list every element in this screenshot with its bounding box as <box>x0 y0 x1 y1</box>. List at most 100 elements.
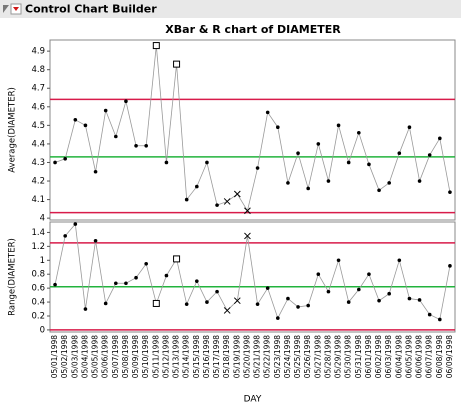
x-tick-label: 05/11/1998 <box>151 335 160 378</box>
x-tick-label: 05/05/1998 <box>91 335 100 378</box>
y-tick-label: 4.4 <box>31 139 45 149</box>
marker-dot <box>427 312 432 317</box>
plot-frame <box>49 39 456 221</box>
marker-dot <box>448 190 452 194</box>
x-axis-label: DAY <box>244 395 262 405</box>
marker-dot <box>316 272 321 277</box>
x-tick-label: 05/30/1998 <box>344 335 353 378</box>
marker-dot <box>144 261 148 266</box>
marker-dot <box>265 110 270 115</box>
marker-dot <box>387 181 391 185</box>
marker-dot <box>448 264 452 268</box>
marker-dot <box>195 279 199 283</box>
x-tick-label: 05/25/1998 <box>293 335 302 378</box>
marker-dot <box>93 238 98 243</box>
x-tick-label: 06/09/1998 <box>445 335 454 378</box>
x-tick-label: 05/13/1998 <box>172 335 181 378</box>
marker-dot <box>184 302 189 306</box>
x-tick-label: 05/14/1998 <box>182 335 191 378</box>
x-tick-label: 05/12/1998 <box>161 335 170 378</box>
marker-dot <box>205 300 209 304</box>
disclosure-icon[interactable] <box>3 5 9 13</box>
marker-dot <box>63 234 67 238</box>
chart-title: XBar & R chart of DIAMETER <box>165 23 341 36</box>
marker-dot <box>103 108 108 113</box>
x-tick-label: 05/21/1998 <box>253 335 262 378</box>
x-tick-label: 05/31/1998 <box>354 335 363 378</box>
y-tick-label: 4.9 <box>31 47 45 57</box>
y-tick-label: 1 <box>40 256 45 266</box>
x-tick-label: 06/02/1998 <box>374 335 383 378</box>
x-tick-label: 05/26/1998 <box>303 335 312 378</box>
marker-x <box>233 297 241 305</box>
marker-dot <box>205 160 209 165</box>
marker-dot <box>296 151 300 155</box>
y-tick-label: 0 <box>40 325 45 335</box>
x-tick-label: 05/15/1998 <box>192 335 201 378</box>
marker-dot <box>215 289 219 294</box>
marker-dot <box>144 143 148 148</box>
x-tick-label: 06/01/1998 <box>364 335 373 378</box>
x-tick-label: 05/06/1998 <box>101 335 110 378</box>
plot-frame <box>49 221 456 333</box>
marker-dot <box>164 160 169 165</box>
x-tick-label: 05/03/1998 <box>70 335 79 378</box>
marker-dot <box>346 160 351 165</box>
marker-dot <box>276 316 280 320</box>
marker-dot <box>296 305 300 309</box>
marker-x <box>233 190 241 198</box>
marker-dot <box>397 258 402 263</box>
y-tick-label: 0.2 <box>31 311 45 321</box>
marker-dot <box>417 179 422 183</box>
marker-dot <box>124 281 128 286</box>
y-tick-label: 1.4 <box>31 228 45 238</box>
y-tick-label: 0.6 <box>31 284 45 294</box>
x-tick-label: 05/27/1998 <box>313 335 322 378</box>
x-tick-label: 05/22/1998 <box>263 335 272 378</box>
marker-dot <box>377 298 381 303</box>
marker-dot <box>255 166 260 170</box>
x-tick-label: 05/08/1998 <box>121 335 130 378</box>
x-tick-label: 06/06/1998 <box>415 335 424 378</box>
marker-dot <box>114 134 118 139</box>
y-tick-label: 4.2 <box>31 177 45 187</box>
y-tick-label: 0.8 <box>31 270 45 280</box>
header-bar <box>0 0 461 18</box>
marker-dot <box>124 99 128 104</box>
x-tick-label: 05/17/1998 <box>212 335 221 378</box>
marker-dot <box>53 282 57 287</box>
marker-dot <box>336 258 341 263</box>
marker-square <box>173 255 181 263</box>
marker-dot <box>286 181 290 185</box>
marker-dot <box>397 151 402 155</box>
x-tick-label: 05/29/1998 <box>334 335 343 378</box>
y-tick-label: 4.1 <box>31 195 45 205</box>
marker-dot <box>357 130 361 135</box>
marker-dot <box>427 153 432 157</box>
marker-dot <box>377 188 381 193</box>
x-tick-label: 05/16/1998 <box>202 335 211 378</box>
marker-dot <box>438 317 442 322</box>
marker-dot <box>103 301 108 306</box>
marker-square <box>152 42 160 50</box>
marker-dot <box>316 142 321 146</box>
marker-dot <box>286 296 290 301</box>
marker-dot <box>93 169 98 174</box>
marker-dot <box>83 123 88 128</box>
marker-dot <box>53 160 57 165</box>
x-tick-label: 06/08/1998 <box>435 335 444 378</box>
x-tick-label: 05/20/1998 <box>242 335 251 378</box>
x-tick-label: 05/19/1998 <box>232 335 241 378</box>
marker-dot <box>114 281 118 286</box>
x-tick-label: 05/23/1998 <box>273 335 282 378</box>
marker-dot <box>336 123 341 128</box>
marker-dot <box>195 184 199 189</box>
marker-dot <box>83 307 88 311</box>
header-title: Control Chart Builder <box>25 3 157 16</box>
marker-dot <box>164 273 169 278</box>
menu-icon <box>13 7 19 11</box>
marker-dot <box>387 291 391 296</box>
y-tick-label: 4.5 <box>31 121 45 131</box>
